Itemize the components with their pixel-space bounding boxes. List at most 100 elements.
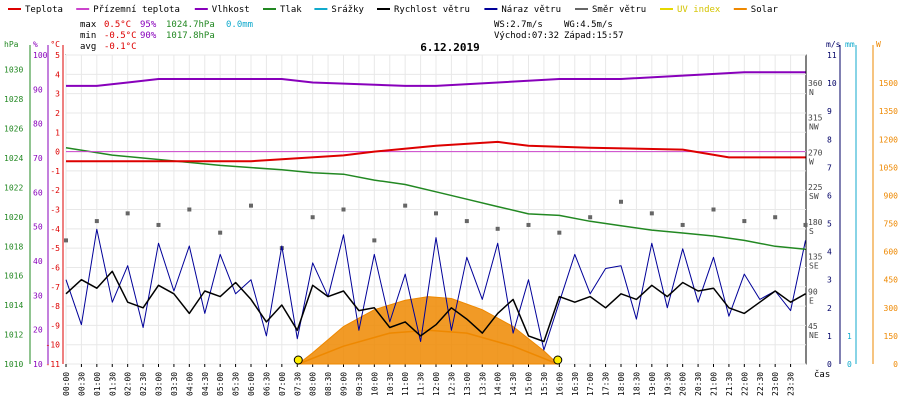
dir-tick-1: 315 [808,114,823,123]
dir-name-7: NE [809,331,819,340]
stats-max-press: 1024.7hPa [166,20,215,30]
dir-tick-0: 360 [808,79,823,88]
w-tick-6: 600 [884,248,899,257]
pct-tick-6: 40 [33,257,43,266]
x-tick-label-32: 16:00 [555,372,564,396]
x-axis-label: čas [814,369,830,380]
temp-tick-0: 5 [55,51,60,60]
hpa-tick-10: 1010 [4,360,23,369]
stats-avg-temp: -0.1°C [104,42,137,52]
legend-label-8: UV index [677,5,721,15]
x-tick-label-24: 12:00 [432,372,441,396]
x-tick-label-9: 04:30 [201,372,210,396]
temp-tick-1: 4 [55,70,60,79]
x-tick-label-7: 03:30 [170,372,179,396]
w-tick-1: 1350 [879,107,898,116]
wind-direction-point-9 [341,207,346,212]
temp-tick-10: -5 [50,244,60,253]
dir-name-4: S [809,227,814,236]
pct-tick-1: 90 [33,85,43,94]
wind-direction-point-20 [680,222,685,227]
mm-axis-unit: mm [845,40,855,49]
temp-tick-12: -7 [50,283,60,292]
ms-tick-10: 1 [827,332,832,341]
w-tick-9: 150 [884,332,899,341]
dir-name-2: W [809,157,814,166]
wind-direction-point-4 [187,207,192,212]
w-tick-0: 1500 [879,79,898,88]
x-tick-label-8: 04:00 [185,372,194,396]
temp-tick-4: 1 [55,128,60,137]
x-tick-label-23: 11:30 [417,372,426,396]
ms-tick-6: 5 [827,220,832,229]
legend-label-6: Náraz větru [501,5,561,15]
ms-tick-5: 6 [827,191,832,200]
ms-axis-unit: m/s [826,40,841,49]
ms-tick-11: 0 [827,360,832,369]
stats-min-label: min [80,31,96,41]
x-tick-label-44: 22:00 [740,372,749,396]
x-tick-label-5: 02:30 [139,372,148,396]
x-tick-label-10: 05:00 [216,372,225,396]
wind-direction-point-6 [249,203,253,208]
wind-direction-point-22 [742,219,747,224]
dir-name-0: N [809,88,814,97]
legend-label-5: Rychlost větru [394,5,470,15]
wind-direction-point-2 [125,211,130,216]
pct-tick-3: 70 [33,154,43,163]
x-tick-label-43: 21:30 [725,372,734,396]
dir-name-6: E [809,296,814,305]
temp-tick-7: -2 [50,186,60,195]
wind-direction-point-17 [588,215,593,220]
ms-tick-9: 2 [827,304,832,313]
pct-tick-8: 20 [33,326,43,335]
wind-direction-point-21 [711,207,716,212]
x-tick-label-21: 10:30 [386,372,395,396]
w-tick-3: 1050 [879,163,898,172]
wind-direction-point-23 [773,215,778,220]
legend-label-3: Tlak [280,5,302,15]
stats-max-temp: 0.5°C [104,20,131,30]
sunrise-info: Východ:07:32 [494,31,559,41]
temp-tick-5: 0 [55,148,60,157]
x-tick-label-27: 13:30 [478,372,487,396]
stats-max-rain: 0.0mm [226,20,253,30]
legend: Teplota Přízemní teplota Vlhkost Tlak Srážky… [8,5,778,15]
x-tick-label-20: 10:00 [370,372,379,396]
temp-tick-15: -10 [46,341,61,350]
w-tick-4: 900 [884,191,899,200]
sunrise-marker [293,355,303,365]
x-tick-label-22: 11:00 [401,372,410,396]
legend-label-2: Vlhkost [212,5,250,15]
pct-tick-7: 30 [33,291,43,300]
temp-tick-9: -4 [50,225,60,234]
series-pressure [65,146,806,250]
w-tick-2: 1200 [879,135,898,144]
hpa-tick-5: 1020 [4,213,23,222]
dir-tick-5: 135 [808,253,823,262]
wind-direction-point-18 [619,199,623,204]
wind-direction-point-11 [403,203,408,208]
temp-axis-unit: °C [50,40,60,49]
x-tick-label-16: 08:00 [309,372,318,396]
plot-area [64,71,808,365]
hpa-tick-8: 1014 [4,301,23,310]
ms-tick-4: 7 [827,163,832,172]
legend-label-9: Solar [751,5,779,15]
x-tick-label-3: 01:30 [108,372,117,396]
pct-tick-4: 60 [33,188,43,197]
legend-label-0: Teplota [25,5,63,15]
axes: 00:00 00:30 01:00 01:30 02:00 02:30 03:00 03:30… [4,40,898,396]
stats-panel: max 0.5°C 95% 1024.7hPa 0.0mm min -0.5°C… [80,20,624,52]
x-tick-label-2: 01:00 [93,372,102,396]
stats-max-label: max [80,20,97,30]
wind-direction-point-10 [372,238,377,243]
ms-tick-7: 4 [827,248,832,257]
pct-tick-9: 10 [33,360,43,369]
x-tick-label-17: 08:30 [324,372,333,396]
x-tick-label-38: 19:00 [648,372,657,396]
dir-name-3: SW [809,192,819,201]
x-tick-label-46: 23:00 [771,372,780,396]
ms-tick-2: 9 [827,107,832,116]
